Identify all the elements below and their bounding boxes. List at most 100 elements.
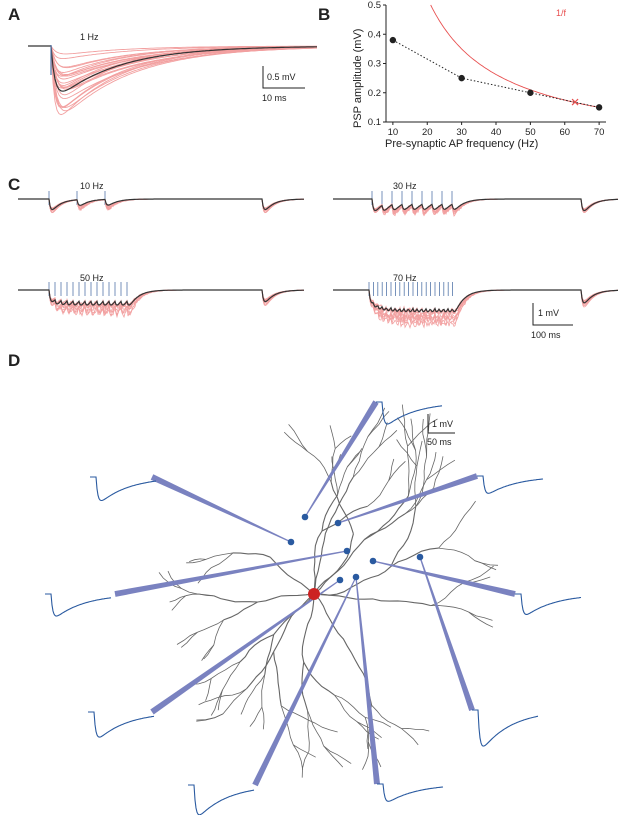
inverse-curve-line — [430, 4, 600, 108]
dendrite-branch — [416, 440, 423, 467]
dendrite-branch — [249, 706, 263, 727]
dendrite-branch — [334, 694, 358, 723]
connection-bar — [114, 550, 348, 597]
panel-label-c: C — [8, 175, 20, 194]
dendrite-branch — [261, 674, 266, 708]
dendrite-branch — [367, 480, 390, 507]
psp-trace — [477, 475, 544, 494]
dendrite-branch — [415, 456, 427, 507]
psp-trace — [88, 711, 155, 738]
dendrite-branch — [363, 513, 406, 541]
dendrite-branch — [169, 595, 186, 603]
connection-bar — [252, 576, 357, 787]
panel-a-mean-trace — [28, 45, 317, 92]
dendrite-branch — [264, 634, 275, 675]
dendrite-branch — [232, 552, 271, 558]
synapse-site — [287, 538, 295, 546]
x-tick-label: 70 — [594, 127, 605, 138]
dendrite-branch — [468, 611, 494, 628]
dendrite-branch — [438, 547, 475, 561]
panel-c-traces — [18, 191, 619, 329]
y-tick-label: 0.1 — [368, 117, 381, 128]
dendrite-branch — [321, 505, 368, 532]
psp-trace — [377, 783, 444, 802]
panel-c-label-10hz: 10 Hz — [80, 181, 104, 191]
dendrite-branch — [433, 456, 444, 488]
dendrite-branch — [247, 674, 266, 699]
dendrite-branch — [176, 631, 198, 645]
dendrite-branch — [189, 558, 206, 562]
dendrite-branch — [315, 722, 338, 733]
panel-d-scale-x-label: 50 ms — [427, 437, 452, 447]
synapse-site — [336, 576, 344, 584]
dendrite-branch — [205, 552, 234, 560]
synapse-site — [416, 553, 424, 561]
dendrite-branch — [388, 458, 395, 481]
dendrite-branch — [426, 459, 456, 481]
connection-bar — [372, 560, 516, 597]
dendrite-branch — [210, 689, 223, 716]
dendrite-branch — [323, 745, 344, 768]
panel-c-label-70hz: 70 Hz — [393, 273, 417, 283]
dendrite-branch — [288, 424, 308, 452]
dendrite-branch — [334, 694, 366, 718]
dendrite-branch — [211, 552, 234, 568]
mean-trace-70hz — [333, 289, 618, 313]
dendrite-branch — [330, 482, 354, 534]
y-tick-label: 0.4 — [368, 29, 381, 40]
dendrite-branch — [396, 439, 418, 467]
y-tick-label: 0.2 — [368, 88, 381, 99]
dendrite-branch — [210, 661, 241, 679]
dendrite-branch — [347, 448, 363, 467]
dendrite-branch — [401, 404, 408, 447]
connection-bar — [419, 556, 475, 711]
x-tick-label: 50 — [525, 127, 536, 138]
synapse-connection-bars — [114, 400, 516, 787]
y-tick-label: 0.3 — [368, 59, 381, 70]
dendrite-branch — [468, 611, 493, 621]
dendrite-branch — [198, 697, 218, 706]
panel-b-inverse-curve — [430, 4, 600, 108]
data-point — [527, 89, 534, 96]
series-line — [392, 39, 600, 108]
dendrite-branch — [352, 446, 380, 478]
dendrite-branch — [246, 651, 275, 690]
dendrite-branch — [407, 418, 438, 447]
dendrite-branch — [222, 688, 247, 715]
dendrite-branch — [321, 494, 339, 532]
dendrite-branch — [307, 451, 332, 483]
panel-c-scale-y-label: 1 mV — [538, 308, 559, 318]
dendrite-branch — [301, 750, 310, 778]
dendrite-branch — [407, 450, 417, 497]
dendrite-branch — [257, 593, 315, 603]
dendrite-branch — [223, 601, 258, 621]
data-point — [595, 104, 603, 111]
dendrite-branch — [181, 588, 214, 597]
dendrite-branch — [364, 495, 409, 541]
dendrite-branch — [167, 570, 182, 589]
dendrite-branch — [422, 418, 427, 457]
dendrite-branch — [180, 631, 198, 648]
dendrite-branch — [313, 593, 352, 653]
soma — [308, 588, 320, 600]
dendrite-branch — [240, 698, 249, 715]
synapse-site — [352, 573, 360, 581]
psp-trace — [515, 593, 582, 615]
dendrite-branch — [410, 418, 416, 451]
dendrite-branch — [438, 522, 460, 549]
dendrite-branch — [171, 595, 187, 611]
trial-trace-10hz — [18, 198, 304, 214]
connection-bar — [355, 576, 380, 785]
dendrite-branch — [217, 689, 223, 711]
connection-bar — [150, 579, 341, 715]
dendrite-branch — [352, 436, 369, 478]
dendrite-branch — [390, 506, 417, 567]
dendrite-branch — [313, 539, 365, 595]
dendrite-branch — [203, 644, 215, 660]
panel-d-scale-bar — [427, 414, 455, 434]
dendrite-branch — [414, 466, 418, 507]
dendrite-branch — [283, 431, 308, 452]
panel-a-scale-y-label: 0.5 mV — [267, 72, 296, 82]
panel-a-trial-trace — [28, 45, 317, 108]
